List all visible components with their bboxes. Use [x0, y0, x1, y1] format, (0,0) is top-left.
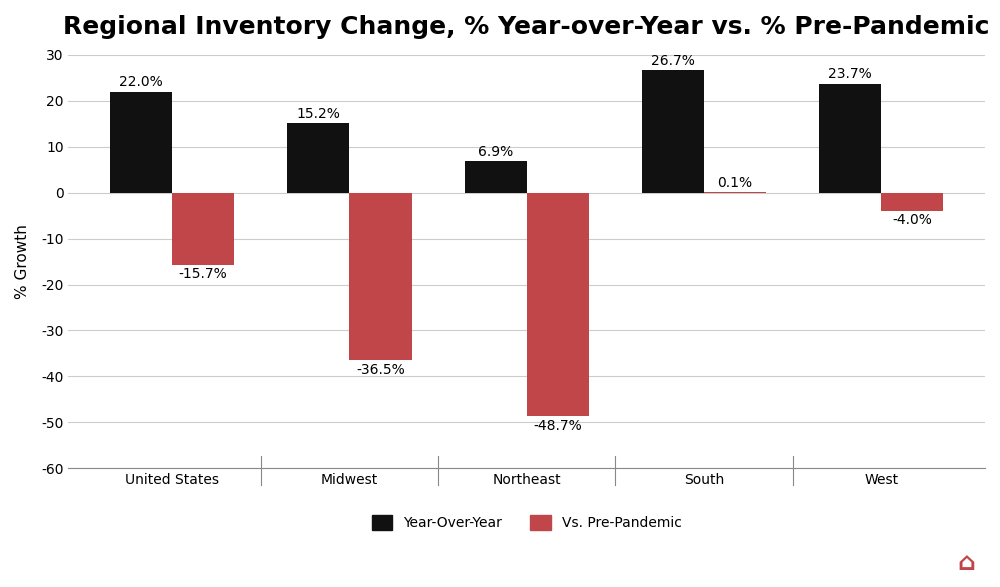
Text: 6.9%: 6.9% [478, 144, 513, 158]
Text: 23.7%: 23.7% [828, 68, 872, 82]
Bar [642, 70, 704, 193]
Text: 0.1%: 0.1% [717, 176, 753, 190]
Text: -15.7%: -15.7% [179, 267, 228, 281]
Text: 26.7%: 26.7% [651, 53, 695, 68]
Bar [881, 193, 943, 211]
Bar [527, 193, 589, 416]
Bar [465, 161, 527, 193]
Text: 15.2%: 15.2% [296, 106, 340, 120]
Text: -36.5%: -36.5% [356, 363, 405, 377]
Bar [110, 92, 172, 193]
Legend: Year-Over-Year, Vs. Pre-Pandemic: Year-Over-Year, Vs. Pre-Pandemic [366, 510, 688, 536]
Bar [172, 193, 234, 265]
Bar [349, 193, 412, 360]
Y-axis label: % Growth: % Growth [15, 224, 30, 299]
Bar [819, 84, 881, 193]
Title: Regional Inventory Change, % Year-over-Year vs. % Pre-Pandemic: Regional Inventory Change, % Year-over-Y… [63, 15, 990, 39]
Text: -4.0%: -4.0% [892, 213, 932, 227]
Text: 22.0%: 22.0% [119, 75, 163, 89]
Text: -48.7%: -48.7% [533, 419, 582, 433]
Text: ⌂: ⌂ [957, 551, 975, 575]
Bar [287, 123, 349, 193]
